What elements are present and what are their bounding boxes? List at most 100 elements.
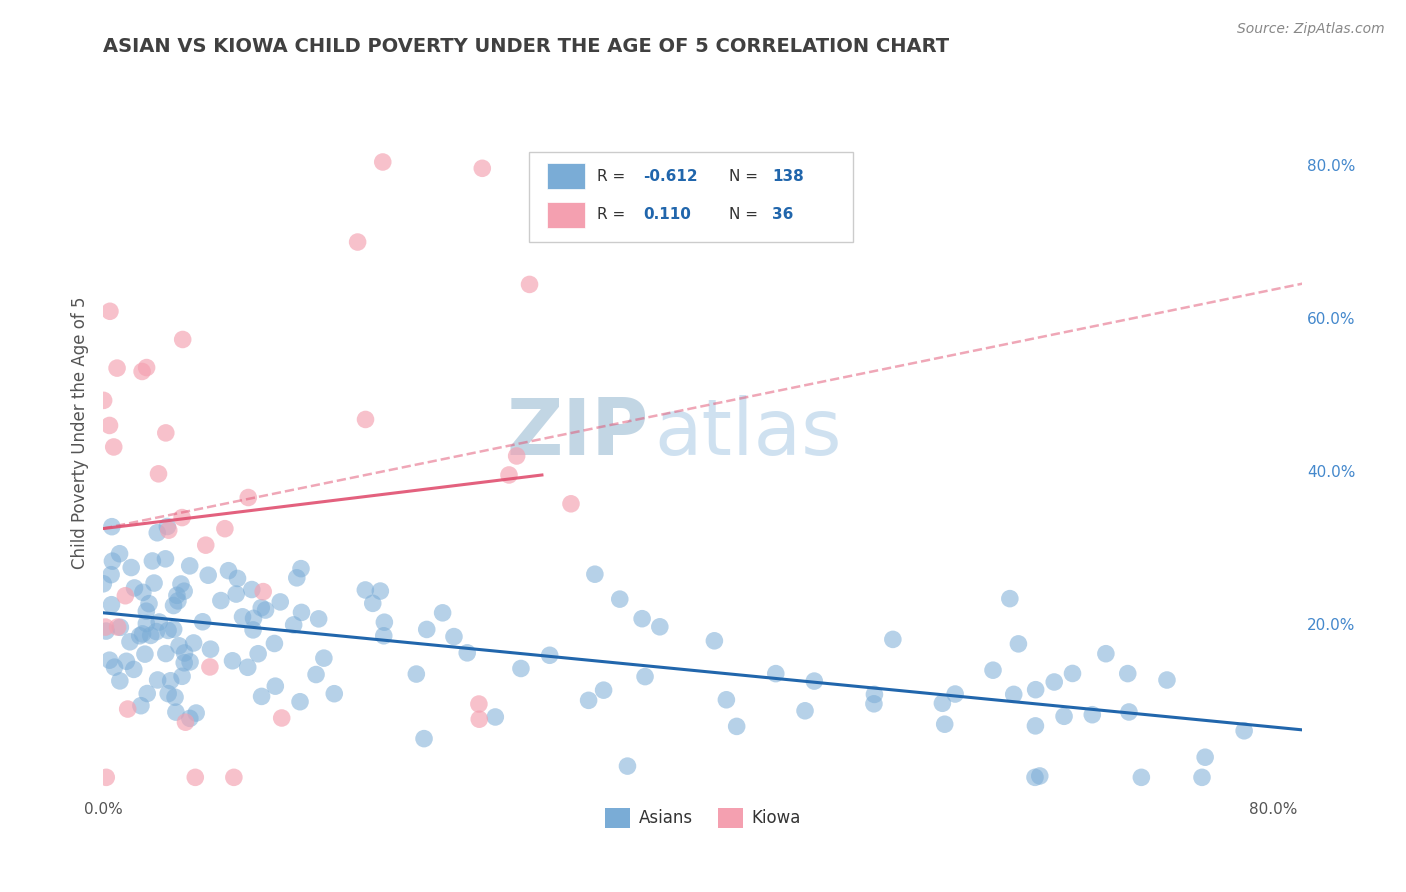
Point [1156, 673, 1178, 687]
Point [131, 364, 153, 378]
Point [167, 594, 190, 608]
Point [105, 361, 128, 376]
Point [471, 161, 494, 176]
Point [716, 693, 738, 707]
Point [354, 582, 377, 597]
Point [648, 620, 671, 634]
Point [179, 558, 201, 573]
Point [226, 571, 249, 585]
Point [145, 624, 167, 639]
Text: ZIP: ZIP [506, 395, 648, 471]
Point [115, 654, 138, 668]
FancyBboxPatch shape [547, 202, 585, 227]
Point [141, 554, 163, 568]
Point [354, 412, 377, 426]
Point [1025, 682, 1047, 697]
Point [94, 620, 117, 634]
Point [308, 612, 330, 626]
Point [1024, 719, 1046, 733]
Point [863, 687, 886, 701]
Point [173, 646, 195, 660]
Point [135, 360, 157, 375]
Point [592, 683, 614, 698]
Point [370, 584, 392, 599]
Text: ASIAN VS KIOWA CHILD POVERTY UNDER THE AGE OF 5 CORRELATION CHART: ASIAN VS KIOWA CHILD POVERTY UNDER THE A… [103, 37, 949, 56]
Point [100, 567, 122, 582]
Point [250, 600, 273, 615]
Point [198, 660, 221, 674]
Point [288, 695, 311, 709]
Point [794, 704, 817, 718]
Point [179, 711, 201, 725]
Point [129, 698, 152, 713]
Point [155, 425, 177, 440]
Point [285, 571, 308, 585]
Point [162, 599, 184, 613]
Point [217, 564, 239, 578]
Point [283, 618, 305, 632]
Point [413, 731, 436, 746]
Point [143, 576, 166, 591]
Point [159, 673, 181, 688]
Point [254, 603, 277, 617]
Y-axis label: Child Poverty Under the Age of 5: Child Poverty Under the Age of 5 [72, 297, 89, 569]
Legend: Asians, Kiowa: Asians, Kiowa [599, 801, 807, 835]
Point [1191, 770, 1213, 784]
Point [240, 582, 263, 597]
Point [166, 588, 188, 602]
Point [108, 547, 131, 561]
Point [108, 673, 131, 688]
Point [148, 467, 170, 481]
Point [91, 576, 114, 591]
Point [98, 418, 121, 433]
FancyBboxPatch shape [529, 153, 852, 243]
Point [703, 633, 725, 648]
Point [863, 697, 886, 711]
Point [148, 615, 170, 629]
Point [131, 627, 153, 641]
Point [583, 567, 606, 582]
Point [96, 770, 118, 784]
Point [373, 615, 395, 630]
Point [114, 589, 136, 603]
Text: 138: 138 [772, 169, 804, 184]
Point [270, 711, 292, 725]
Point [98, 653, 121, 667]
Point [1062, 666, 1084, 681]
Point [103, 440, 125, 454]
Point [231, 609, 253, 624]
Point [468, 697, 491, 711]
Point [1130, 770, 1153, 784]
Point [117, 702, 139, 716]
Point [803, 674, 825, 689]
Point [236, 660, 259, 674]
Point [1007, 637, 1029, 651]
Point [456, 646, 478, 660]
Point [155, 552, 177, 566]
Point [98, 304, 121, 318]
Point [931, 696, 953, 710]
Point [560, 497, 582, 511]
Point [242, 623, 264, 637]
Point [107, 620, 129, 634]
Point [323, 687, 346, 701]
Point [222, 770, 245, 784]
Point [139, 628, 162, 642]
Point [609, 592, 631, 607]
Point [128, 629, 150, 643]
Point [1118, 705, 1140, 719]
Point [183, 636, 205, 650]
Point [118, 635, 141, 649]
Point [373, 629, 395, 643]
Point [100, 598, 122, 612]
Point [186, 706, 208, 720]
Point [124, 581, 146, 595]
Point [170, 577, 193, 591]
Point [157, 687, 180, 701]
Point [103, 660, 125, 674]
Point [132, 585, 155, 599]
Point [631, 612, 654, 626]
Point [173, 656, 195, 670]
Point [981, 663, 1004, 677]
Point [616, 759, 638, 773]
